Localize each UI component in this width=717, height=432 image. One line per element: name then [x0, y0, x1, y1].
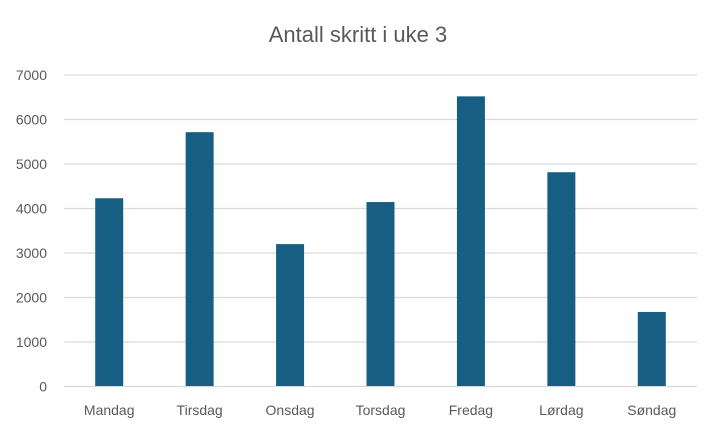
- bar-4: [456, 96, 485, 387]
- y-tick-label: 7000: [16, 67, 47, 83]
- bar-5: [547, 172, 576, 386]
- x-tick-label: Tirsdag: [177, 402, 223, 418]
- x-tick-label: Torsdag: [356, 402, 406, 418]
- y-tick-label: 3000: [16, 245, 47, 261]
- bar-0: [95, 198, 124, 386]
- y-tick-label: 4000: [16, 201, 47, 217]
- y-tick-label: 6000: [16, 112, 47, 128]
- x-axis-ticks: Mandag Tirsdag Onsdag Torsdag Fredag Lørdag Sø…: [84, 402, 676, 418]
- x-tick-label: Lørdag: [539, 402, 583, 418]
- bar-1: [185, 132, 214, 386]
- y-tick-label: 0: [39, 379, 47, 395]
- x-tick-label: Søndag: [627, 402, 676, 418]
- chart-title: Antall skritt i uke 3: [269, 22, 448, 47]
- bars: [95, 96, 666, 387]
- x-tick-label: Fredag: [449, 402, 493, 418]
- bar-6: [637, 311, 666, 386]
- x-tick-label: Mandag: [84, 402, 135, 418]
- y-tick-label: 1000: [16, 334, 47, 350]
- x-tick-label: Onsdag: [266, 402, 315, 418]
- bar-3: [366, 202, 395, 386]
- y-axis-ticks: 0 1000 2000 3000 4000 5000 6000 7000: [16, 67, 47, 395]
- y-tick-label: 2000: [16, 290, 47, 306]
- y-tick-label: 5000: [16, 156, 47, 172]
- bar-2: [276, 244, 305, 386]
